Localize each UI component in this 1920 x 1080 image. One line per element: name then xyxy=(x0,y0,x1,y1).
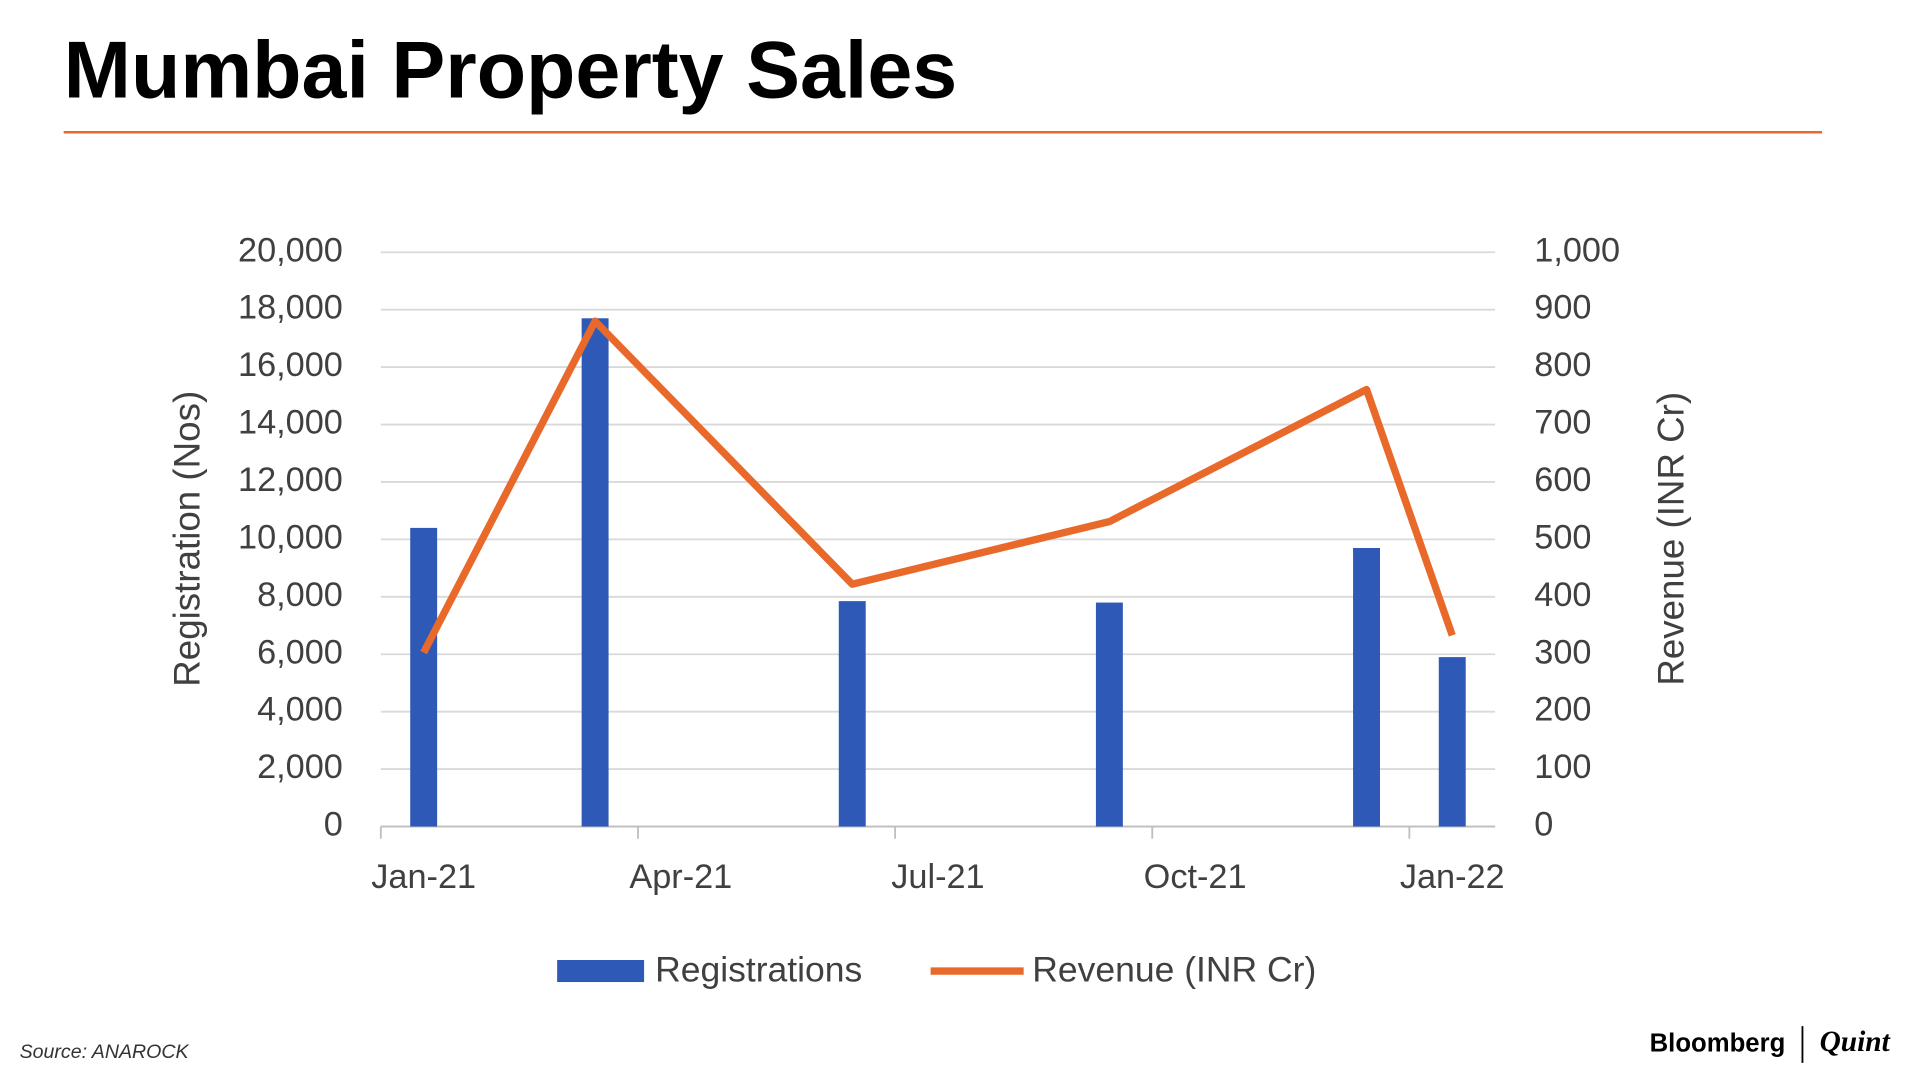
x-tick-label: Jan-22 xyxy=(1400,858,1505,896)
y2-tick-label: 600 xyxy=(1534,461,1591,499)
x-tick-label: Apr-21 xyxy=(629,858,732,896)
y2-tick-label: 500 xyxy=(1534,518,1591,556)
y-tick-label: 12,000 xyxy=(238,461,343,499)
y2-axis-title: Revenue (INR Cr) xyxy=(1651,392,1692,686)
y-tick-label: 10,000 xyxy=(238,518,343,556)
bar xyxy=(581,318,609,827)
y-tick-label: 14,000 xyxy=(238,404,343,442)
y-tick-label: 20,000 xyxy=(238,231,343,269)
line xyxy=(420,317,1456,655)
chart-title: Mumbai Property Sales xyxy=(64,25,958,115)
bar xyxy=(1353,548,1380,827)
legend-swatch xyxy=(557,960,645,983)
bar xyxy=(1095,602,1123,827)
brand-right: Quint xyxy=(1820,1026,1891,1058)
brand-left: Bloomberg xyxy=(1650,1029,1786,1057)
x-tick-label: Jul-21 xyxy=(891,858,984,896)
bar xyxy=(410,527,438,827)
x-tick-label: Jan-21 xyxy=(371,858,476,896)
y-tick-label: 2,000 xyxy=(257,748,343,786)
y-tick-label: 18,000 xyxy=(238,289,343,327)
source: Source: ANAROCK xyxy=(20,1041,190,1063)
y2-tick-label: 0 xyxy=(1534,806,1553,844)
bar xyxy=(1438,657,1466,827)
y2-tick-label: 900 xyxy=(1534,289,1591,327)
y2-tick-label: 400 xyxy=(1534,576,1591,614)
y-tick-label: 16,000 xyxy=(238,346,343,384)
y2-tick-label: 800 xyxy=(1534,346,1591,384)
y2-tick-label: 100 xyxy=(1534,748,1591,786)
y-tick-label: 4,000 xyxy=(257,691,343,729)
y2-tick-label: 200 xyxy=(1534,691,1591,729)
y-tick-label: 6,000 xyxy=(257,633,343,671)
y-axis-title: Registration (Nos) xyxy=(166,391,207,687)
y-tick-label: 0 xyxy=(324,806,343,844)
bar xyxy=(838,601,866,827)
y-tick-label: 8,000 xyxy=(257,576,343,614)
x-tick-label: Oct-21 xyxy=(1144,858,1247,896)
legend-label: Revenue (INR Cr) xyxy=(1032,950,1316,990)
y2-tick-label: 700 xyxy=(1534,404,1591,442)
y2-tick-label: 1,000 xyxy=(1534,231,1620,269)
y2-tick-label: 300 xyxy=(1534,633,1591,671)
legend-label: Registrations xyxy=(655,950,862,990)
